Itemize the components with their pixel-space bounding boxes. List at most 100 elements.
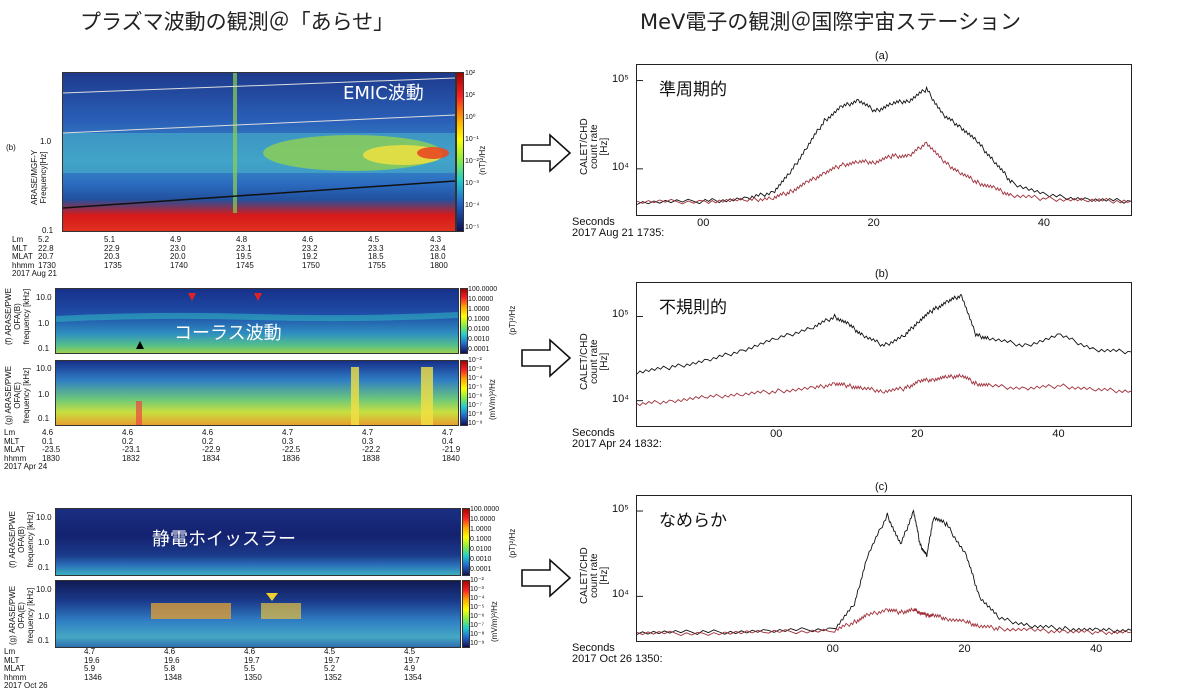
emic-overlay-label: EMIC波動 bbox=[343, 83, 424, 104]
plot-xtick-label: 20 bbox=[911, 428, 924, 440]
emic-col-1: 5.1 22.9 20.3 1735 bbox=[104, 235, 122, 270]
chorus-g-ytick-1: 1.0 bbox=[38, 390, 50, 399]
plot-xtick-label: 00 bbox=[826, 643, 839, 655]
pattern-label: 準周期的 bbox=[659, 80, 727, 100]
plot-panel-label: (a) bbox=[875, 50, 889, 62]
emic-ylabel: ARASE/MGF-Y Frequency[Hz] bbox=[30, 149, 48, 205]
chorus-f-ytick-0: 10.0 bbox=[36, 293, 52, 302]
plot-xtick-label: 00 bbox=[697, 217, 710, 229]
esw-ylabel-g: (g) ARASE/PWE OFA(E) frequency [kHz] bbox=[8, 585, 35, 645]
emic-col-0: 5.2 22.8 20.7 1730 bbox=[38, 235, 56, 270]
esw-g-cbar-ticks: 10⁻² 10⁻³ 10⁻⁴ 10⁻⁵ 10⁻⁶ 10⁻⁷ 10⁻⁸ 10⁻⁹ bbox=[470, 577, 485, 647]
arrow-right-icon bbox=[521, 133, 572, 173]
plot-xtick-label: 20 bbox=[867, 217, 880, 229]
plot-ytick-label: 10⁵ bbox=[612, 72, 629, 85]
esw-g-spectrogram bbox=[55, 580, 461, 648]
plot-ytick-label: 10⁴ bbox=[612, 588, 629, 601]
chorus-f-ytick-2: 0.1 bbox=[38, 344, 50, 353]
emic-colorbar bbox=[456, 72, 464, 232]
chorus-col-4: 4.7 0.3 -22.2 1838 bbox=[362, 428, 381, 463]
chorus-g-ytick-0: 10.0 bbox=[36, 364, 52, 373]
emic-col-5: 4.5 23.3 18.5 1755 bbox=[368, 235, 386, 270]
plot-xtick-label: 40 bbox=[1037, 217, 1051, 229]
emic-panel-label: (b) bbox=[6, 143, 16, 152]
emic-table: Lm MLT MLAT hhmm 2017 Aug 21 5.2 22.8 20.7… bbox=[12, 235, 448, 279]
emic-col-2: 4.9 23.0 20.0 1740 bbox=[170, 235, 188, 270]
plot-ylabel: CALET/CHD count rate [Hz] bbox=[579, 332, 610, 390]
esw-f-spectrogram: 静電ホイッスラー bbox=[55, 508, 461, 576]
chorus-col-1: 4.6 0.2 -23.1 1832 bbox=[122, 428, 141, 463]
plot-xtick-label: 40 bbox=[1052, 428, 1065, 440]
arrow-right-icon bbox=[521, 338, 572, 378]
chorus-f-colorbar bbox=[460, 288, 468, 354]
arrow-right-icon bbox=[521, 558, 572, 598]
count-rate-plot: 準周期的 bbox=[636, 64, 1132, 216]
esw-col-4: 4.5 19.7 4.9 1354 bbox=[404, 647, 422, 682]
plot-ytick-label: 10⁴ bbox=[612, 392, 629, 405]
chorus-f-spectrogram: コーラス波動 bbox=[55, 288, 459, 354]
count-rate-svg bbox=[636, 80, 1132, 205]
chorus-g-colorbar bbox=[460, 360, 468, 426]
chorus-g-spectrogram bbox=[55, 360, 459, 426]
plot-ytick-label: 10⁴ bbox=[612, 160, 629, 173]
esw-col-2: 4.6 19.7 5.5 1350 bbox=[244, 647, 262, 682]
plot-xtick-label: 40 bbox=[1090, 643, 1103, 655]
esw-f-ytick-0: 10.0 bbox=[36, 513, 52, 522]
count-rate-plot: なめらか bbox=[636, 495, 1132, 642]
emic-ytick-1: 1.0 bbox=[40, 137, 52, 146]
right-header: MeV電子の観測＠国際宇宙ステーション bbox=[640, 10, 1021, 34]
chorus-g-ytick-2: 0.1 bbox=[38, 414, 50, 423]
esw-table: Lm MLT MLAT hhmm 2017 Oct 26 4.7 19.6 5.9 1… bbox=[4, 647, 422, 691]
series-line-secondary bbox=[636, 141, 1132, 205]
emic-ytick-01: 0.1 bbox=[42, 226, 54, 235]
series-line-total bbox=[636, 294, 1132, 375]
chorus-col-3: 4.7 0.3 -22.5 1836 bbox=[282, 428, 301, 463]
chorus-f-cbar-ticks: 100.0000 10.0000 1.0000 0.1000 0.0100 0.… bbox=[468, 286, 498, 353]
chorus-col-2: 4.6 0.2 -22.9 1834 bbox=[202, 428, 221, 463]
esw-g-cbar-label: (mV/m)²/Hz bbox=[490, 601, 499, 642]
plot-xtick-label: 00 bbox=[770, 428, 783, 440]
emic-col-4: 4.6 23.2 19.2 1750 bbox=[302, 235, 320, 270]
count-rate-svg bbox=[636, 509, 1132, 636]
chorus-table: Lm MLT MLAT hhmm 2017 Apr 24 4.6 0.1 -23.5… bbox=[4, 428, 461, 472]
esw-col-1: 4.6 19.6 5.8 1348 bbox=[164, 647, 182, 682]
emic-col-3: 4.8 23.1 19.5 1745 bbox=[236, 235, 254, 270]
esw-col-0: 4.7 19.6 5.9 1346 bbox=[84, 647, 102, 682]
chorus-col-5: 4.7 0.4 -21.9 1840 bbox=[442, 428, 461, 463]
plot-xaxis-caption: Seconds 2017 Aug 21 1735: bbox=[572, 216, 665, 239]
chorus-col-0: 4.6 0.1 -23.5 1830 bbox=[42, 428, 61, 463]
chorus-g-cbar-ticks: 10⁻² 10⁻³ 10⁻⁴ 10⁻⁵ 10⁻⁶ 10⁻⁷ 10⁻⁸ 10⁻⁹ bbox=[468, 357, 483, 427]
series-line-secondary bbox=[636, 373, 1132, 407]
chorus-f-ytick-1: 1.0 bbox=[38, 319, 50, 328]
pattern-label: 不規則的 bbox=[659, 298, 727, 318]
esw-f-colorbar bbox=[462, 508, 470, 576]
esw-overlay-label: 静電ホイッスラー bbox=[152, 529, 296, 550]
emic-cbar-ticks: 10² 10¹ 10⁰ 10⁻¹ 10⁻² 10⁻³ 10⁻⁴ 10⁻⁵ bbox=[465, 70, 480, 231]
count-rate-plot: 不規則的 bbox=[636, 282, 1132, 427]
esw-col-3: 4.5 19.7 5.2 1352 bbox=[324, 647, 342, 682]
plot-panel-label: (c) bbox=[875, 481, 888, 493]
plot-xaxis-caption: Seconds 2017 Oct 26 1350: bbox=[572, 642, 663, 665]
esw-g-colorbar bbox=[462, 580, 470, 648]
series-line-secondary bbox=[636, 607, 1132, 636]
left-header: プラズマ波動の観測＠「あらせ」 bbox=[80, 10, 395, 34]
esw-ylabel-f: (f) ARASE/PWE OFA(B) frequency [kHz] bbox=[8, 511, 35, 568]
plot-ylabel: CALET/CHD count rate [Hz] bbox=[579, 118, 610, 175]
plot-ylabel: CALET/CHD count rate [Hz] bbox=[579, 546, 610, 604]
esw-f-cbar-ticks: 100.0000 10.0000 1.0000 0.1000 0.0100 0.… bbox=[470, 506, 500, 573]
esw-f-ytick-2: 0.1 bbox=[38, 563, 50, 572]
chorus-ylabel-g: (g) ARASE/PWE OFA(E) frequency [kHz] bbox=[4, 365, 31, 425]
emic-spectrogram: EMIC波動 bbox=[62, 72, 456, 232]
count-rate-svg bbox=[636, 294, 1132, 407]
series-line-total bbox=[636, 85, 1132, 205]
series-line-total bbox=[636, 509, 1132, 636]
emic-cbar-label: (nT)²/Hz bbox=[478, 145, 487, 175]
plot-xaxis-caption: Seconds 2017 Apr 24 1832: bbox=[572, 427, 662, 450]
plot-panel-label: (b) bbox=[875, 268, 889, 280]
esw-g-ytick-0: 10.0 bbox=[36, 585, 52, 594]
plot-ytick-label: 10⁵ bbox=[612, 308, 629, 321]
esw-f-cbar-label: (pT)²/Hz bbox=[508, 528, 517, 558]
esw-g-ytick-1: 1.0 bbox=[38, 612, 50, 621]
emic-col-6: 4.3 23.4 18.0 1800 bbox=[430, 235, 448, 270]
plot-ytick-label: 10⁵ bbox=[612, 503, 629, 516]
